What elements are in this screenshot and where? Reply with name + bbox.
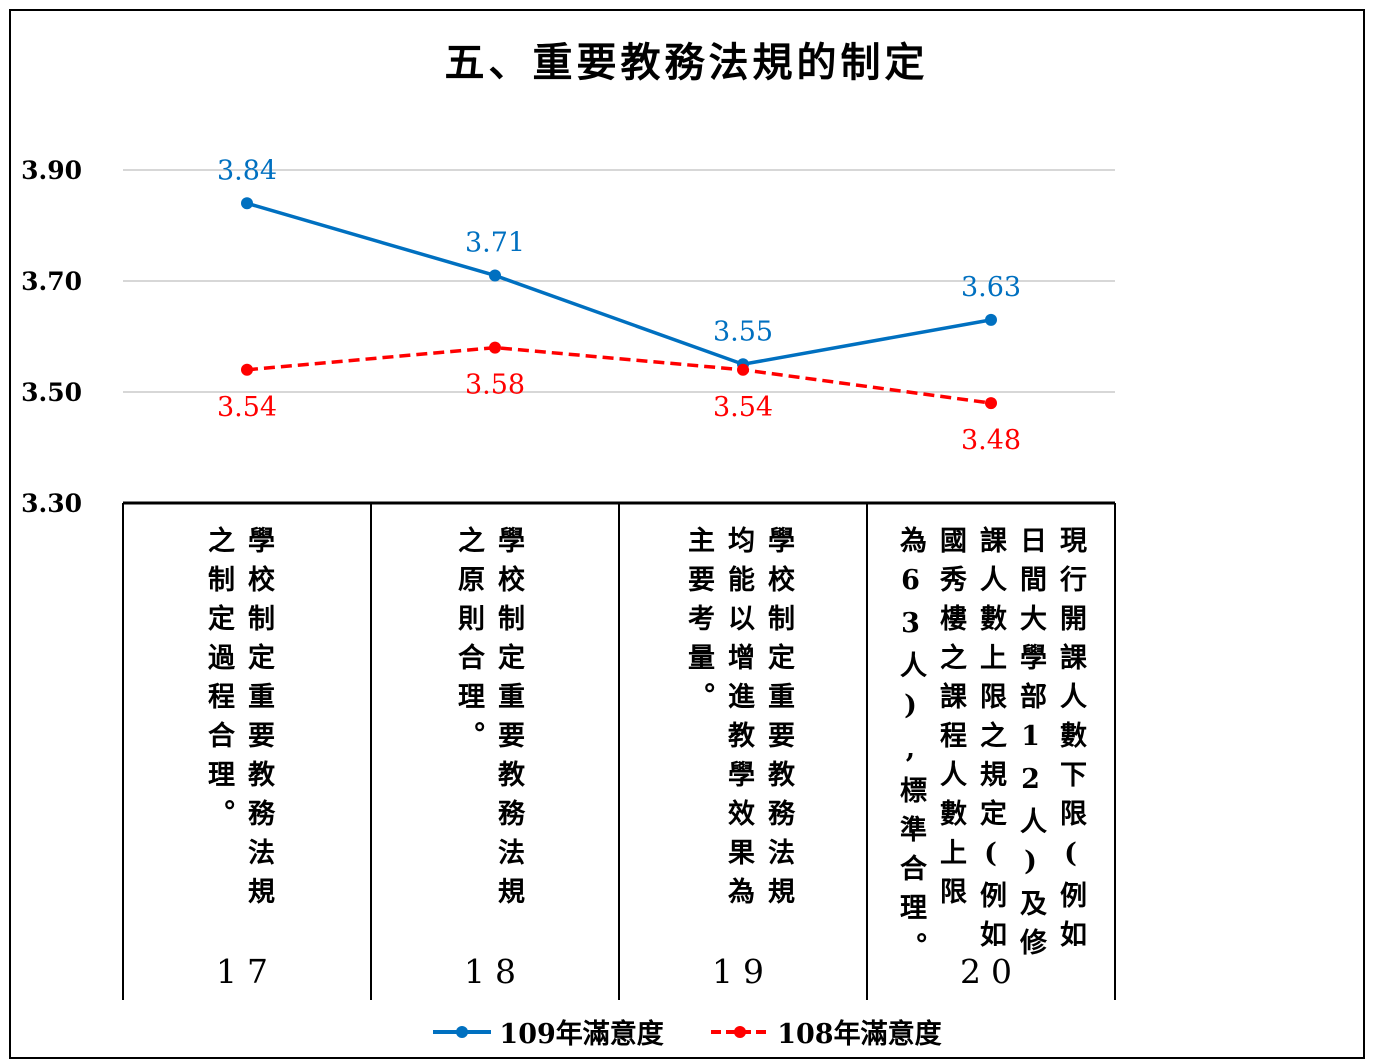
series-1-point-17 bbox=[241, 363, 253, 376]
series-1-value-label-20: 3.48 bbox=[961, 425, 1021, 456]
series-0-value-label-18: 3.71 bbox=[465, 227, 525, 258]
category-number-19: 19 bbox=[712, 952, 774, 991]
chart-frame bbox=[9, 9, 1365, 1059]
chart-title: 五、重要教務法規的制定 bbox=[444, 39, 929, 86]
series-1-point-20 bbox=[985, 397, 997, 410]
category-description-18: 學校制定重要教務法規 之原則合理。 bbox=[453, 526, 524, 916]
category-number-18: 18 bbox=[464, 952, 526, 991]
series-line-0 bbox=[246, 201, 992, 367]
category-description-19: 學校制定重要教務法規 均能以增進教學效果為 主要考量。 bbox=[683, 526, 794, 916]
category-description-17: 學校制定重要教務法規 之制定過程合理。 bbox=[203, 526, 274, 916]
legend: 109年滿意度 108年滿意度 bbox=[0, 1012, 1373, 1051]
y-tick-label-3.30: 3.30 bbox=[21, 489, 82, 518]
series-0-point-18 bbox=[489, 269, 501, 282]
series-0-value-label-20: 3.63 bbox=[961, 272, 1021, 303]
series-1-value-label-17: 3.54 bbox=[217, 392, 277, 423]
series-line-1 bbox=[246, 345, 992, 405]
legend-label-108: 108年滿意度 bbox=[777, 1019, 942, 1050]
series-1-point-19 bbox=[737, 363, 749, 376]
category-number-20: 20 bbox=[960, 952, 1022, 991]
series-1-value-label-19: 3.54 bbox=[713, 392, 773, 423]
series-1-point-18 bbox=[489, 341, 501, 354]
y-tick-label-3.50: 3.50 bbox=[21, 378, 82, 407]
series-0-value-label-17: 3.84 bbox=[217, 155, 277, 186]
y-tick-label-3.70: 3.70 bbox=[21, 267, 82, 296]
legend-item-108: 108年滿意度 bbox=[709, 1012, 942, 1051]
series-1-value-label-18: 3.58 bbox=[465, 370, 525, 401]
legend-swatch-108 bbox=[711, 1025, 770, 1038]
series-0-point-20 bbox=[985, 313, 997, 326]
legend-swatch-109 bbox=[433, 1025, 492, 1038]
series-0-point-17 bbox=[241, 197, 253, 210]
y-tick-label-3.90: 3.90 bbox=[21, 156, 82, 185]
category-number-17: 17 bbox=[216, 952, 278, 991]
legend-item-109: 109年滿意度 bbox=[431, 1012, 664, 1051]
legend-label-109: 109年滿意度 bbox=[499, 1019, 664, 1050]
series-0-value-label-19: 3.55 bbox=[713, 316, 773, 347]
category-description-20: 現行開課人數下限(例如 日間大學部12人)及修 課人數上限之規定(例如 國秀樓之… bbox=[895, 526, 1086, 971]
